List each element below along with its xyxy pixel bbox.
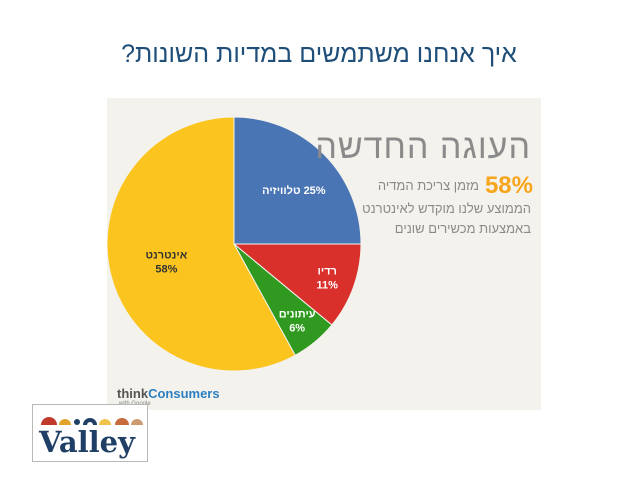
figure-big-percent: 58%: [484, 172, 533, 199]
valley-logo: Valley: [32, 404, 148, 462]
logo-wordmark: Valley: [39, 425, 135, 459]
pie-chart: 25% טלוויזיה רדיו 11% עיתונים 6% אינטרנט 58%: [107, 116, 362, 372]
pie-figure: 25% טלוויזיה רדיו 11% עיתונים 6% אינטרנט 58% ה…: [107, 98, 541, 410]
figure-headline: העוגה החדשה: [315, 128, 531, 166]
figure-percent-row: 58% מזמן צריכת המדיה: [378, 172, 533, 200]
figure-line2: הממוצע שלנו מוקדש לאינטרנט: [362, 201, 531, 216]
figure-line1: מזמן צריכת המדיה: [377, 178, 479, 193]
figure-line3: באמצעות מכשירים שונים: [394, 221, 531, 236]
slice-label: עיתונים: [279, 308, 316, 320]
pie-slice: [107, 116, 296, 372]
pie-slice: [232, 243, 362, 326]
logo-arches-icon: [41, 417, 143, 425]
brand-think: think: [117, 386, 149, 401]
slide-title: איך אנחנו משתמשים במדיות השונות?: [121, 40, 517, 68]
slice-percent-label: 11%: [316, 280, 338, 292]
slice-label: אינטרנט: [145, 249, 187, 261]
pie-slice: [233, 116, 362, 245]
slice-percent-label: 6%: [289, 322, 305, 334]
brand-consumers: Consumers: [148, 386, 220, 401]
think-consumers-logo: thinkConsumers: [117, 386, 220, 401]
slice-label: 25% טלוויזיה: [262, 184, 326, 197]
slice-label: רדיו: [318, 266, 337, 278]
slice-percent-label: 58%: [155, 263, 177, 275]
